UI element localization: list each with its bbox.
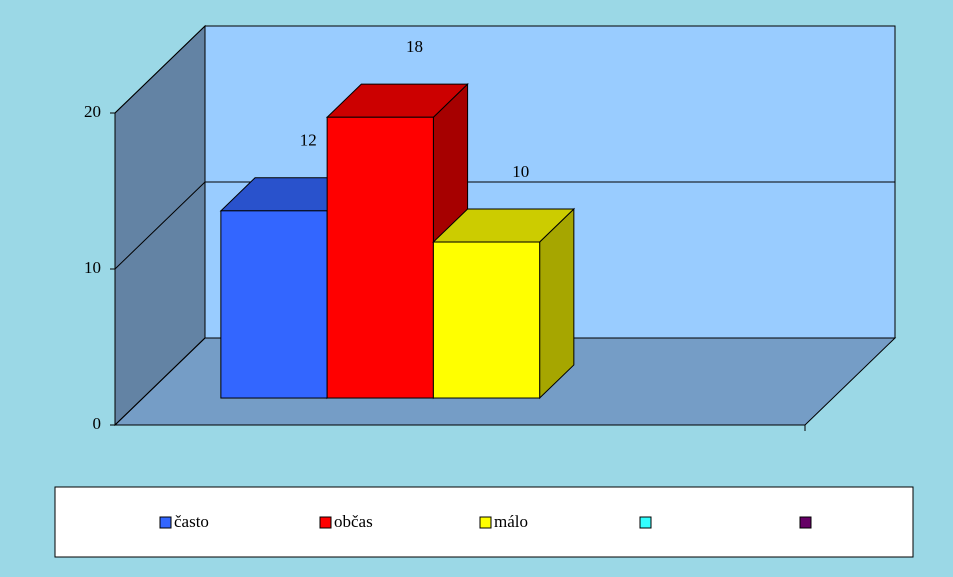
legend-swatch: [639, 516, 652, 529]
legend-swatch: [159, 516, 172, 529]
y-tick-label: 20: [84, 102, 101, 121]
data-label: 10: [512, 162, 529, 181]
legend-label: málo: [494, 512, 528, 531]
legend-label: občas: [334, 512, 373, 531]
data-label: 18: [406, 37, 423, 56]
y-tick-label: 10: [84, 258, 101, 277]
legend-label: často: [174, 512, 209, 531]
bar: [432, 241, 541, 399]
grid-line: [114, 25, 895, 114]
legend-swatch: [319, 516, 332, 529]
grid-line: [114, 337, 895, 426]
y-tick-label: 0: [93, 414, 102, 433]
grid-line: [114, 181, 895, 270]
legend-swatch: [479, 516, 492, 529]
bar: [220, 210, 328, 399]
bar: [326, 116, 434, 399]
data-label: 12: [300, 131, 317, 150]
legend-swatch: [799, 516, 812, 529]
